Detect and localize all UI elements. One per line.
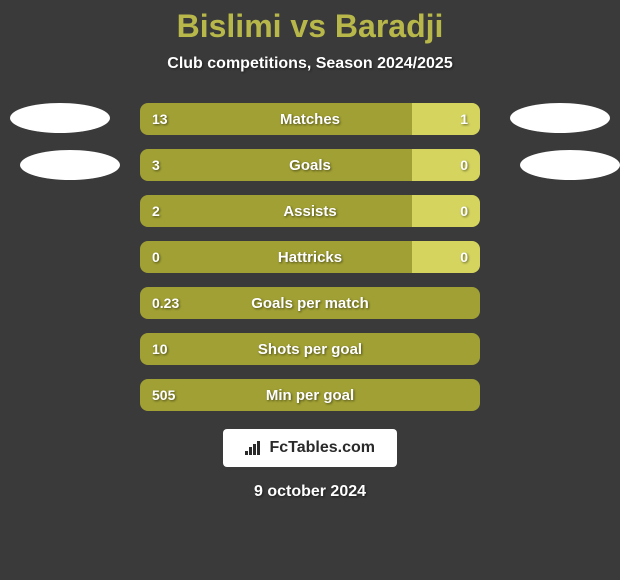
bar-segment-right <box>412 103 480 135</box>
stat-row-min-per-goal: 505 Min per goal <box>140 379 480 411</box>
bar-segment-right <box>412 241 480 273</box>
stat-label: Goals <box>289 157 331 174</box>
stat-value-left: 13 <box>152 111 168 127</box>
stat-value-left: 0.23 <box>152 295 179 311</box>
stat-value-left: 2 <box>152 203 160 219</box>
player-right-shape-2 <box>520 150 620 180</box>
stat-value-left: 505 <box>152 387 175 403</box>
stat-value-right: 0 <box>460 249 468 265</box>
stat-label: Goals per match <box>251 295 369 312</box>
stat-value-left: 3 <box>152 157 160 173</box>
stat-value-left: 0 <box>152 249 160 265</box>
player-left-shape-2 <box>20 150 120 180</box>
player-right-shape-1 <box>510 103 610 133</box>
stat-label: Min per goal <box>266 387 354 404</box>
bar-segment-right <box>412 195 480 227</box>
bars-group: 13 Matches 1 3 Goals 0 2 Assists 0 0 Hat… <box>140 103 480 411</box>
stat-label: Assists <box>283 203 336 220</box>
source-badge: FcTables.com <box>223 429 397 467</box>
stat-row-goals: 3 Goals 0 <box>140 149 480 181</box>
stat-row-shots-per-goal: 10 Shots per goal <box>140 333 480 365</box>
chart-icon <box>245 439 265 456</box>
stat-row-hattricks: 0 Hattricks 0 <box>140 241 480 273</box>
stat-value-right: 1 <box>460 111 468 127</box>
page-subtitle: Club competitions, Season 2024/2025 <box>0 55 620 73</box>
stat-row-goals-per-match: 0.23 Goals per match <box>140 287 480 319</box>
stat-value-left: 10 <box>152 341 168 357</box>
stats-container: 13 Matches 1 3 Goals 0 2 Assists 0 0 Hat… <box>0 103 620 411</box>
stat-value-right: 0 <box>460 157 468 173</box>
stat-value-right: 0 <box>460 203 468 219</box>
date-text: 9 october 2024 <box>0 483 620 501</box>
stat-row-assists: 2 Assists 0 <box>140 195 480 227</box>
bar-segment-right <box>412 149 480 181</box>
stat-row-matches: 13 Matches 1 <box>140 103 480 135</box>
stat-label: Matches <box>280 111 340 128</box>
badge-text: FcTables.com <box>269 439 375 456</box>
page-title: Bislimi vs Baradji <box>0 0 620 45</box>
stat-label: Shots per goal <box>258 341 362 358</box>
footer: FcTables.com 9 october 2024 <box>0 429 620 501</box>
stat-label: Hattricks <box>278 249 342 266</box>
player-left-shape-1 <box>10 103 110 133</box>
